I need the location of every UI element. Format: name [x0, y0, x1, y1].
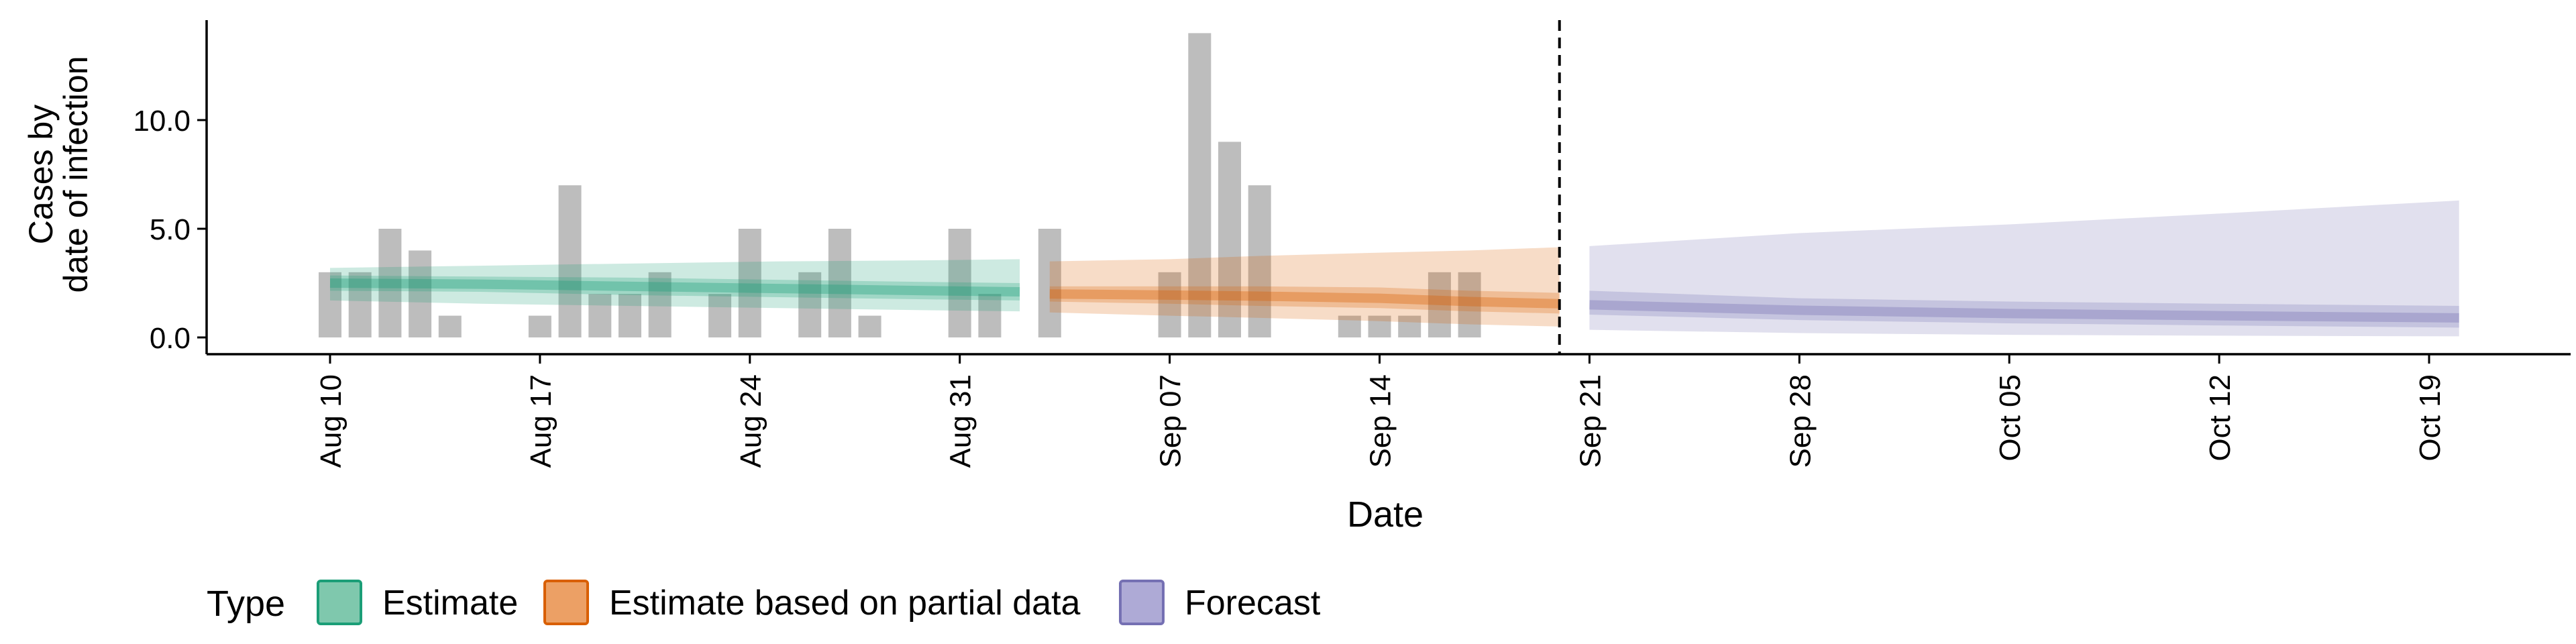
estimate-median-line [329, 278, 1020, 297]
case-bar [528, 315, 551, 337]
case-bar [798, 272, 822, 337]
x-axis-title: Date [1347, 494, 1424, 535]
legend-label-3: Forecast [1185, 584, 1321, 623]
y-tick-label: 5.0 [150, 213, 191, 246]
x-tick-label: Sep 21 [1574, 374, 1607, 468]
x-tick-label: Oct 05 [1994, 374, 2027, 462]
y-tick-label: 10.0 [133, 105, 191, 138]
case-bar [1428, 272, 1451, 337]
x-tick-label: Aug 17 [525, 374, 557, 468]
forecast-median-line [1589, 300, 2459, 323]
case-bar [828, 229, 851, 337]
case-bar [348, 272, 372, 337]
case-bar [588, 294, 612, 337]
x-tick-label: Aug 24 [735, 374, 767, 468]
forecast-band-50 [1589, 290, 2459, 328]
legend: Type Estimate Estimate based on partial d… [207, 580, 1321, 625]
forecast-band-90 [1589, 200, 2459, 337]
case-bar [648, 272, 672, 337]
case-bar [438, 315, 462, 337]
legend-key-1 [317, 580, 362, 625]
legend-label-1: Estimate [382, 584, 518, 623]
case-bar [1248, 185, 1271, 337]
bars-layer [319, 33, 1481, 338]
y-axis-title-line-2: date of infection [57, 56, 95, 292]
legend-key-2 [543, 580, 589, 625]
case-bar [738, 229, 761, 337]
legend-title: Type [207, 584, 285, 624]
y-tick-label: 0.0 [150, 322, 191, 355]
case-bar [378, 229, 402, 337]
estimate-based-on-partial-data-band-90 [1049, 247, 1560, 327]
case-bar [1458, 272, 1481, 337]
case-bar [619, 294, 641, 337]
estimate-band-90 [330, 259, 1020, 312]
x-tick-label: Aug 10 [315, 374, 347, 468]
estimate-based-on-partial-data-median-line [1049, 289, 1560, 309]
case-bar [978, 294, 1002, 337]
y-axis-title: Cases by date of infection [22, 56, 95, 292]
case-bar [1398, 315, 1421, 337]
case-bar [858, 315, 881, 337]
case-bar [1218, 142, 1241, 337]
case-bar [948, 229, 971, 337]
case-bar [1338, 315, 1361, 337]
case-bar [708, 294, 732, 337]
case-bar [409, 250, 432, 337]
x-tick-label: Sep 28 [1784, 374, 1817, 468]
x-tick-label: Oct 12 [2204, 374, 2237, 462]
x-tick-label: Oct 19 [2414, 374, 2447, 462]
case-bar [1158, 272, 1181, 337]
case-bar [319, 272, 341, 337]
case-bar [1188, 33, 1212, 338]
legend-label-2: Estimate based on partial data [609, 584, 1081, 623]
estimate-band-50 [330, 275, 1020, 301]
x-tick-label: Aug 31 [945, 374, 977, 468]
axes-layer: 0.0 5.0 10.0 Aug 10 Aug 17 Aug 24 Aug 31 Sep 07… [133, 20, 2571, 468]
x-tick-label: Sep 14 [1364, 374, 1397, 468]
case-bar [1368, 315, 1391, 337]
legend-key-3 [1119, 580, 1165, 625]
case-bar [1038, 229, 1061, 337]
y-axis-title-line-1: Cases by [22, 105, 60, 244]
x-tick-label: Sep 07 [1155, 374, 1187, 468]
ribbons-layer [329, 200, 2459, 337]
estimate-based-on-partial-data-band-50 [1049, 286, 1560, 314]
case-bar [558, 185, 582, 337]
